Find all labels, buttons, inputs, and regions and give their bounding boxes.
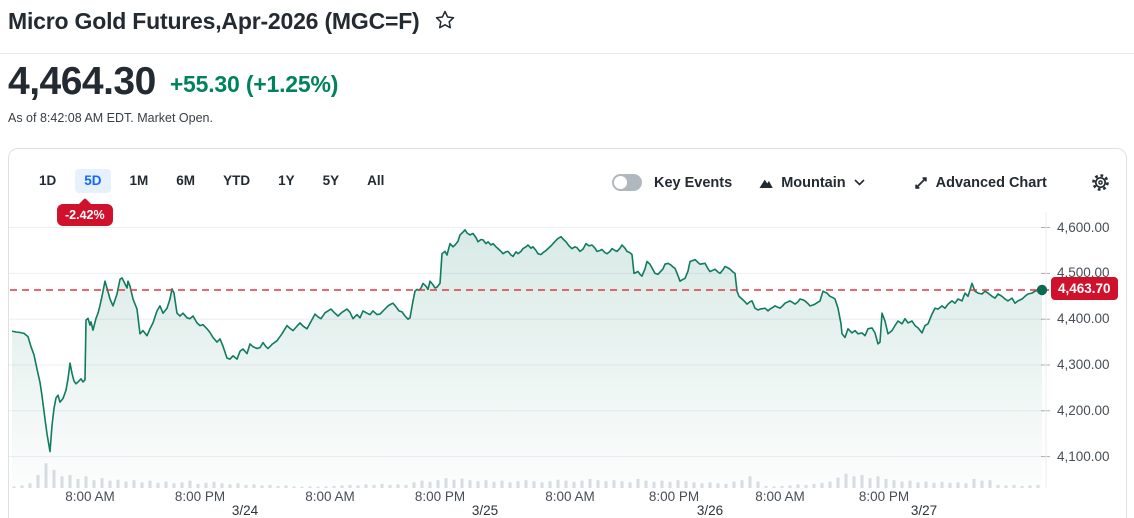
- header-divider: [0, 53, 1134, 54]
- price-row: 4,464.30 +55.30 (+1.25%): [8, 62, 338, 101]
- current-price: 4,464.30: [8, 60, 156, 103]
- watchlist-star-button[interactable]: [434, 9, 456, 34]
- range-tab-all[interactable]: All: [358, 169, 393, 193]
- key-events-label: Key Events: [654, 174, 733, 191]
- change-amount: +55.30: [169, 71, 240, 97]
- range-performance-badge: -2.42%: [57, 204, 113, 226]
- toggle-knob: [614, 176, 627, 189]
- expand-arrows-icon: [913, 175, 929, 191]
- chart-type-dropdown[interactable]: Mountain: [758, 174, 865, 191]
- chevron-down-icon: [854, 179, 865, 186]
- advanced-chart-button[interactable]: Advanced Chart: [913, 175, 1047, 191]
- gear-icon: [1091, 173, 1110, 192]
- mountain-icon: [758, 176, 774, 189]
- chart-type-label: Mountain: [781, 174, 846, 191]
- range-tab-5y[interactable]: 5Y: [314, 169, 349, 193]
- range-tab-ytd[interactable]: YTD: [214, 169, 259, 193]
- chart-controls: Key Events Mountain Advanced Chart: [612, 173, 1110, 192]
- chart-card: [8, 148, 1127, 518]
- star-icon: [434, 9, 456, 34]
- header: Micro Gold Futures,Apr-2026 (MGC=F): [8, 8, 456, 35]
- range-tab-6m[interactable]: 6M: [167, 169, 204, 193]
- range-tab-1m[interactable]: 1M: [121, 169, 158, 193]
- range-tab-1y[interactable]: 1Y: [269, 169, 304, 193]
- range-tab-5d[interactable]: 5D: [75, 169, 111, 193]
- price-change: +55.30 (+1.25%): [169, 71, 339, 98]
- range-tab-1d[interactable]: 1D: [30, 169, 65, 193]
- range-tabs: 1D 5D 1M 6M YTD 1Y 5Y All: [30, 169, 393, 193]
- as-of-text: As of 8:42:08 AM EDT. Market Open.: [8, 111, 213, 125]
- chart-settings-button[interactable]: [1091, 173, 1110, 192]
- key-events-toggle[interactable]: [612, 174, 642, 191]
- change-percent: (+1.25%): [245, 71, 339, 97]
- advanced-chart-label: Advanced Chart: [935, 174, 1047, 191]
- page-title: Micro Gold Futures,Apr-2026 (MGC=F): [8, 8, 420, 34]
